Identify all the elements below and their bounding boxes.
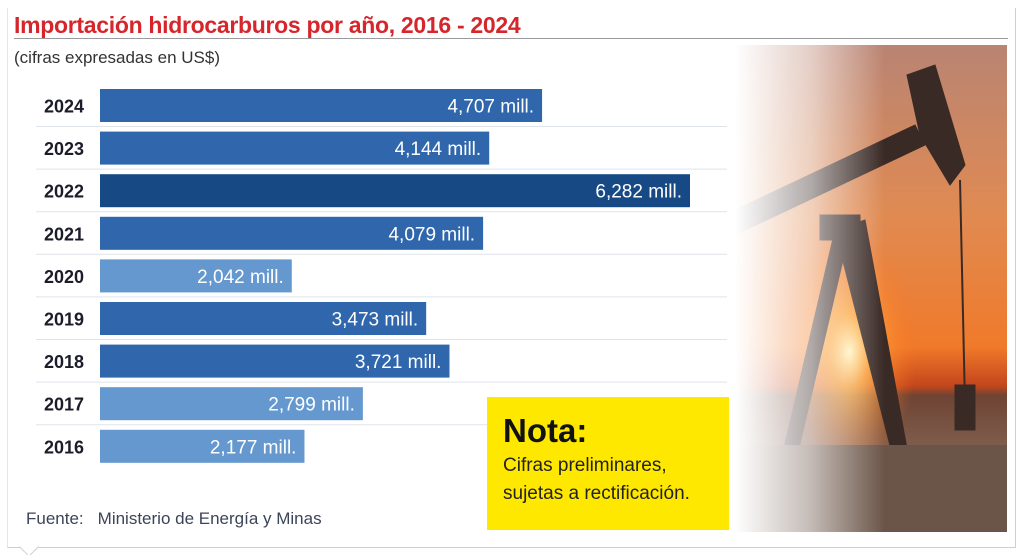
value-label-2023: 4,144 mill.: [395, 139, 482, 160]
infographic-frame: [7, 8, 1016, 548]
source-text: Ministerio de Energía y Minas: [97, 509, 322, 528]
year-label-2018: 2018: [44, 352, 84, 372]
note-line-1: Cifras preliminares,: [503, 455, 667, 476]
value-label-2022: 6,282 mill.: [595, 182, 682, 203]
chart-title: Importación hidrocarburos por año, 2016 …: [14, 12, 521, 38]
bar-2016: [100, 429, 305, 463]
bar-2024: [100, 89, 543, 122]
value-label-2020: 2,042 mill.: [197, 267, 284, 288]
chart-subtitle: (cifras expresadas en US$): [14, 48, 220, 67]
value-label-2016: 2,177 mill.: [210, 437, 297, 458]
source-line: Fuente: Ministerio de Energía y Minas: [26, 509, 336, 529]
bar-chart: 2024 4,707 mill. 2023 4,144 mill. 2022 6,282 …: [36, 89, 727, 463]
year-label-2019: 2019: [44, 310, 84, 330]
note-line-2: sujetas a rectificación.: [503, 483, 690, 504]
year-label-2024: 2024: [44, 97, 84, 117]
value-label-2024: 4,707 mill.: [447, 97, 534, 118]
year-label-2021: 2021: [44, 224, 84, 244]
value-label-2018: 3,721 mill.: [355, 352, 442, 373]
year-label-2020: 2020: [44, 267, 84, 287]
bar-2023: [100, 131, 490, 165]
bar-2020: [100, 259, 292, 293]
bar-2018: [100, 344, 450, 378]
year-label-2023: 2023: [44, 139, 84, 159]
value-label-2019: 3,473 mill.: [332, 310, 419, 331]
bar-2017: [100, 387, 363, 421]
oil-pumpjack-photo: [735, 45, 1007, 532]
bar-2022: [100, 174, 690, 208]
title-divider: [14, 38, 1008, 39]
year-label-2016: 2016: [44, 437, 84, 457]
note-box: Nota: Cifras preliminares, sujetas a rec…: [487, 397, 729, 530]
note-title: Nota:: [503, 412, 588, 449]
source-label: Fuente:: [26, 509, 84, 528]
year-label-2017: 2017: [44, 395, 84, 415]
value-label-2017: 2,799 mill.: [268, 395, 355, 416]
year-label-2022: 2022: [44, 182, 84, 202]
value-label-2021: 4,079 mill.: [388, 224, 475, 245]
bar-2019: [100, 302, 427, 335]
bar-2021: [100, 216, 484, 250]
